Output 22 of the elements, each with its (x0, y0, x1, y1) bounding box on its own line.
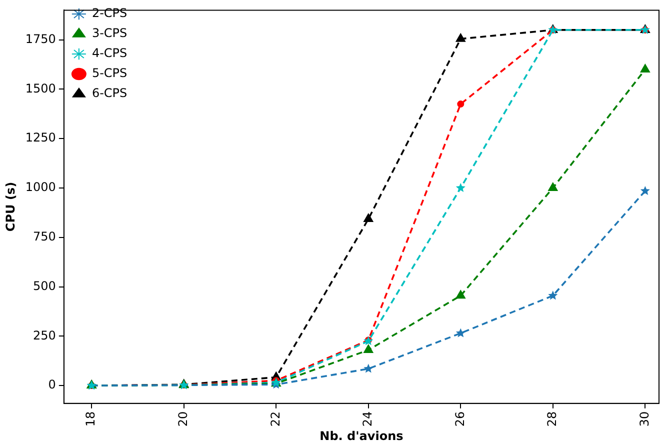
x-tick-label: 26 (452, 411, 467, 427)
x-tick-label: 24 (360, 411, 375, 427)
y-tick-label: 1250 (25, 130, 56, 145)
legend-label: 2-CPS (92, 6, 128, 20)
x-tick-label: 30 (637, 411, 652, 427)
y-tick-label: 1000 (25, 180, 56, 194)
y-tick-label: 500 (33, 278, 56, 293)
y-tick-label: 250 (33, 328, 56, 342)
legend-label: 4-CPS (92, 46, 128, 60)
y-tick-label: 0 (48, 378, 56, 392)
x-tick-label: 22 (268, 411, 282, 427)
x-tick-label: 28 (545, 411, 560, 427)
x-tick-label: 18 (84, 411, 98, 427)
x-axis-title: Nb. d'avions (320, 428, 404, 443)
legend-label: 6-CPS (92, 86, 128, 100)
legend-label: 5-CPS (92, 66, 128, 80)
y-tick-label: 750 (33, 230, 56, 244)
y-tick-label: 1500 (25, 81, 56, 96)
legend-label: 3-CPS (92, 26, 128, 40)
x-tick-label: 20 (176, 411, 190, 427)
y-axis-title: CPU (s) (3, 182, 18, 232)
y-tick-label: 1750 (25, 32, 56, 46)
